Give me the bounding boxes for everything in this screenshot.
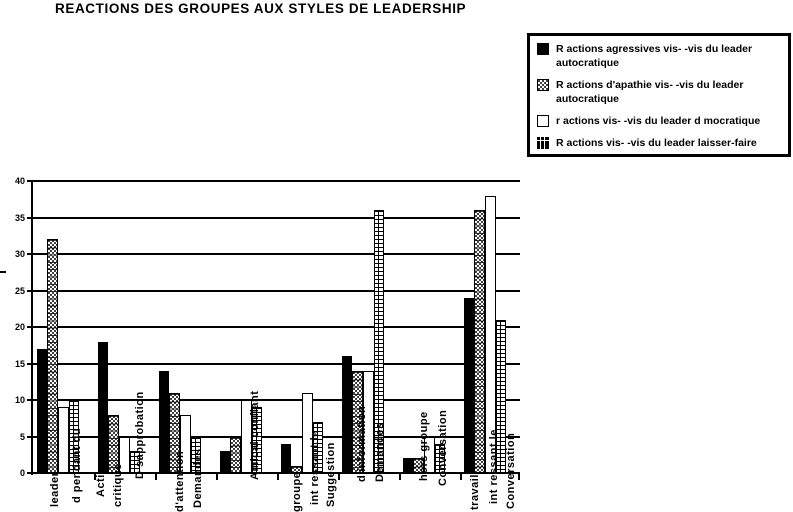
- category-label-line: leader: [49, 471, 61, 507]
- gridline: [27, 216, 520, 219]
- legend-item: R actions agressives vis- -vis du leader…: [537, 42, 782, 70]
- legend-swatch-dots-icon: [537, 79, 549, 91]
- category-label-line: travail: [469, 474, 481, 510]
- y-tick-label: 40: [14, 176, 25, 186]
- bar-grid: [312, 421, 324, 473]
- y-tick-label: 25: [14, 285, 25, 296]
- y-tick-label: 10: [14, 395, 25, 405]
- bar-dots: [474, 210, 485, 473]
- category-label-line: hors groupe: [418, 411, 430, 481]
- gridline: [27, 399, 520, 401]
- bar-solid: [158, 370, 170, 473]
- bar-white: [362, 370, 374, 473]
- bar-solid: [36, 348, 48, 473]
- bar-dots: [291, 465, 302, 473]
- x-axis-tick: [518, 473, 520, 480]
- bar-white: [301, 392, 313, 473]
- y-tick-label: 5: [19, 431, 25, 442]
- x-axis-tick: [94, 473, 96, 480]
- category-label-line: d pendant du: [71, 427, 83, 503]
- legend-swatch-white-icon: [537, 115, 549, 127]
- category-label-line: Demandes: [192, 448, 204, 508]
- bar-grid: [434, 443, 446, 473]
- category-label-line: int ressant le: [488, 429, 500, 504]
- category-label-line: Suggestion: [325, 442, 337, 507]
- legend-item: R actions vis- -vis du leader laisser-fa…: [537, 136, 782, 150]
- x-axis-line: [27, 472, 520, 474]
- category-label-line: d'information: [356, 405, 368, 482]
- bar-solid: [280, 443, 292, 473]
- bar-grid: [129, 451, 141, 473]
- y-axis-title-mark: [0, 271, 6, 273]
- gridline: [27, 253, 520, 255]
- legend-item: R actions d'apathie vis- -vis du leader …: [537, 78, 782, 106]
- legend-item-label: R actions d'apathie vis- -vis du leader …: [556, 79, 744, 105]
- y-tick-label: 20: [14, 322, 25, 332]
- bar-dots: [108, 414, 119, 473]
- bar-dots: [169, 392, 180, 473]
- bar-solid: [341, 356, 353, 473]
- bar-dots: [413, 458, 424, 473]
- bar-grid: [495, 319, 507, 473]
- category-label-line: Demandes: [374, 422, 386, 482]
- y-tick-label: 15: [14, 358, 25, 369]
- bar-white: [423, 436, 435, 473]
- gridline: [27, 326, 520, 328]
- gridline: [27, 435, 520, 438]
- bar-white: [484, 195, 496, 473]
- bar-dots: [352, 370, 363, 473]
- legend-item-label: r actions vis- -vis du leader d mocratiq…: [556, 115, 761, 127]
- bar-white: [57, 407, 69, 473]
- category-label-line: Conversation: [505, 432, 517, 509]
- x-axis-tick: [399, 473, 401, 480]
- x-axis-tick: [460, 473, 462, 480]
- bar-grid: [190, 436, 202, 473]
- x-axis-tick: [277, 473, 279, 480]
- bar-grid: [68, 400, 80, 473]
- bar-grid: [373, 210, 385, 473]
- category-label-line: d'attention: [174, 450, 186, 512]
- gridline: [27, 289, 520, 292]
- legend-item-label: R actions vis- -vis du leader laisser-fa…: [556, 137, 757, 149]
- bar-dots: [47, 239, 58, 473]
- legend-item: r actions vis- -vis du leader d mocratiq…: [537, 114, 782, 128]
- legend-swatch-grid-icon: [537, 137, 549, 149]
- legend-swatch-solid-icon: [537, 43, 549, 55]
- category-label-line: D sapprobation: [134, 391, 146, 479]
- category-label-line: Amical confiant: [249, 390, 261, 480]
- bar-white: [179, 414, 191, 473]
- bar-white: [118, 436, 130, 473]
- y-tick-label: 30: [14, 249, 25, 259]
- bar-solid: [402, 458, 414, 473]
- legend-item-label: R actions agressives vis- -vis du leader…: [556, 43, 753, 69]
- bar-solid: [97, 341, 109, 473]
- gridline: [27, 362, 520, 365]
- bar-solid: [463, 297, 475, 473]
- gridline: [27, 180, 520, 182]
- bar-grid: [251, 407, 263, 473]
- legend-box: R actions agressives vis- -vis du leader…: [527, 33, 791, 157]
- bar-white: [240, 400, 252, 473]
- category-label-line: critique: [112, 463, 124, 507]
- category-label-line: Actions: [95, 453, 107, 497]
- category-label-line: Conversation: [437, 409, 449, 486]
- category-label-line: groupe: [291, 471, 303, 512]
- bar-solid: [219, 451, 231, 473]
- x-axis-tick: [155, 473, 157, 480]
- category-label-line: int ressant le: [309, 430, 321, 505]
- x-axis-tick: [338, 473, 340, 480]
- y-tick-label: 0: [19, 468, 25, 478]
- y-tick-label: 35: [14, 212, 25, 223]
- bar-dots: [230, 436, 241, 473]
- x-axis-tick: [216, 473, 218, 480]
- page-title: REACTIONS DES GROUPES AUX STYLES DE LEAD…: [55, 1, 467, 16]
